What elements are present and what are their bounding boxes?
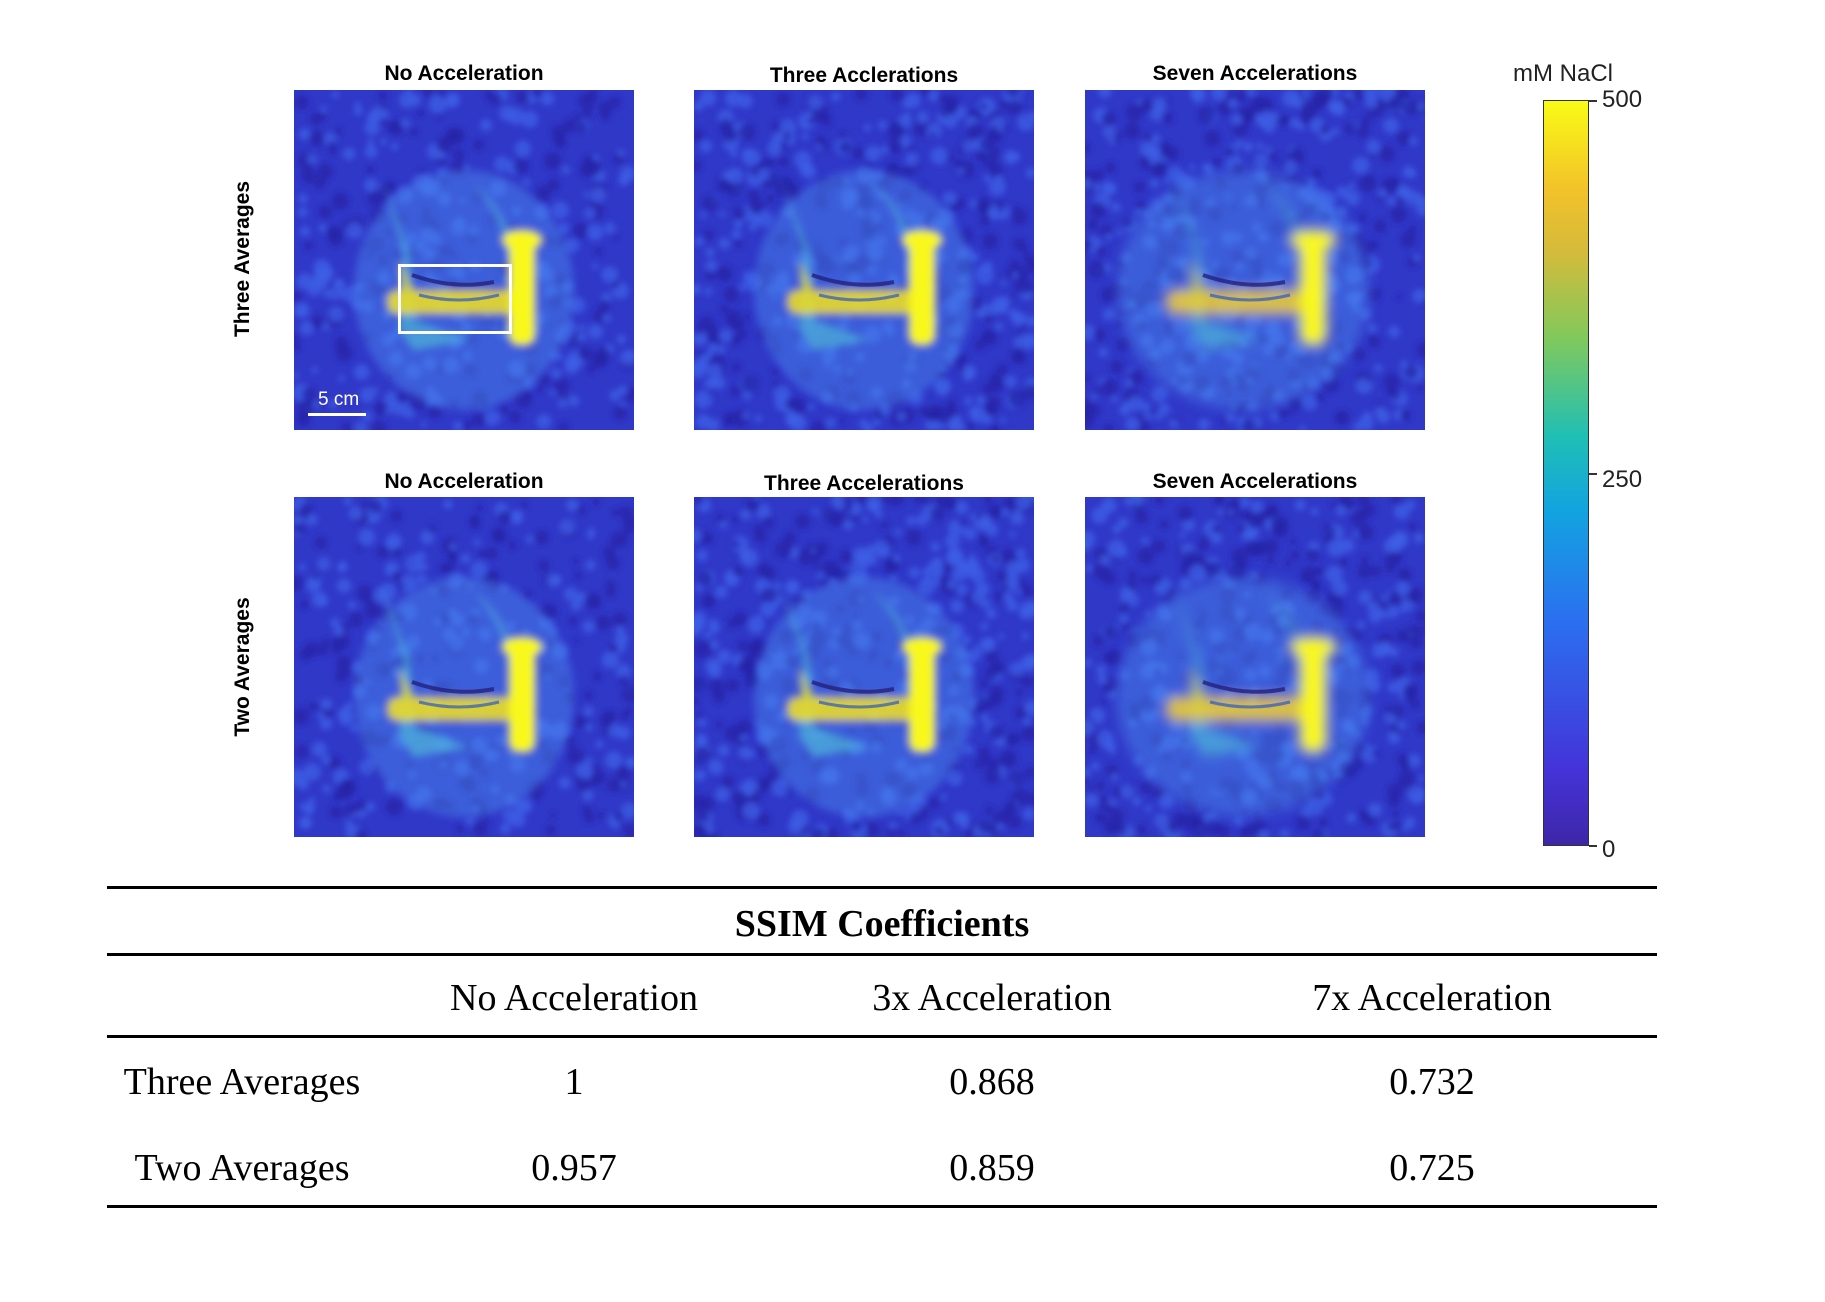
- sodium-map-image: [294, 90, 634, 430]
- table-cell-1-2: 0.868: [949, 1061, 1035, 1103]
- panel-title-6: Seven Accelerations: [1152, 470, 1358, 493]
- colorbar-tick-500: [1589, 100, 1597, 102]
- table-cell-2-3: 0.725: [1389, 1147, 1475, 1189]
- table-title-rule: [107, 953, 1657, 956]
- table-bottom-rule: [107, 1205, 1657, 1208]
- sodium-map-image: [294, 497, 634, 837]
- row-label-three-averages: Three Averages: [231, 180, 254, 338]
- colorbar-tick-0: [1589, 845, 1597, 847]
- colorbar-tick-label-250: 250: [1602, 466, 1643, 493]
- table-cell-2-2: 0.859: [949, 1147, 1035, 1189]
- sodium-map-image: [1085, 497, 1425, 837]
- table-header-col-2: 3x Acceleration: [872, 977, 1112, 1019]
- sodium-map-panel-6: [1085, 497, 1425, 837]
- scale-bar: [308, 413, 366, 416]
- sodium-map-panel-5: [694, 497, 1034, 837]
- sodium-map-panel-1: [294, 90, 634, 430]
- sodium-map-panel-2: [694, 90, 1034, 430]
- sodium-map-image: [694, 497, 1034, 837]
- panel-title-5: Three Accelerations: [764, 472, 964, 495]
- roi-box: [398, 264, 512, 334]
- row-label-two-averages: Two Averages: [231, 597, 254, 737]
- table-row-label-1: Three Averages: [123, 1061, 361, 1103]
- table-row-label-2: Two Averages: [134, 1147, 350, 1189]
- table-cell-2-1: 0.957: [531, 1147, 617, 1189]
- table-cell-1-1: 1: [564, 1061, 584, 1103]
- table-header-col-3: 7x Acceleration: [1312, 977, 1552, 1019]
- sodium-map-image: [694, 90, 1034, 430]
- sodium-map-panel-4: [294, 497, 634, 837]
- sodium-map-image: [1085, 90, 1425, 430]
- scale-bar-label: 5 cm: [318, 389, 360, 410]
- colorbar-tick-label-0: 0: [1602, 836, 1616, 863]
- table-header-rule: [107, 1035, 1657, 1038]
- table-cell-1-3: 0.732: [1389, 1061, 1475, 1103]
- colorbar-tick-label-500: 500: [1602, 86, 1643, 113]
- panel-title-3: Seven Accelerations: [1152, 62, 1358, 85]
- panel-title-4: No Acceleration: [384, 470, 544, 493]
- table-top-rule: [107, 886, 1657, 889]
- panel-title-2: Three Acclerations: [769, 64, 959, 87]
- panel-title-1: No Acceleration: [384, 62, 544, 85]
- table-header-col-1: No Acceleration: [450, 977, 698, 1019]
- sodium-map-panel-3: [1085, 90, 1425, 430]
- table-title: SSIM Coefficients: [734, 903, 1030, 945]
- colorbar-label: mM NaCl: [1513, 60, 1613, 87]
- colorbar: [1543, 100, 1589, 846]
- colorbar-tick-250: [1589, 473, 1597, 475]
